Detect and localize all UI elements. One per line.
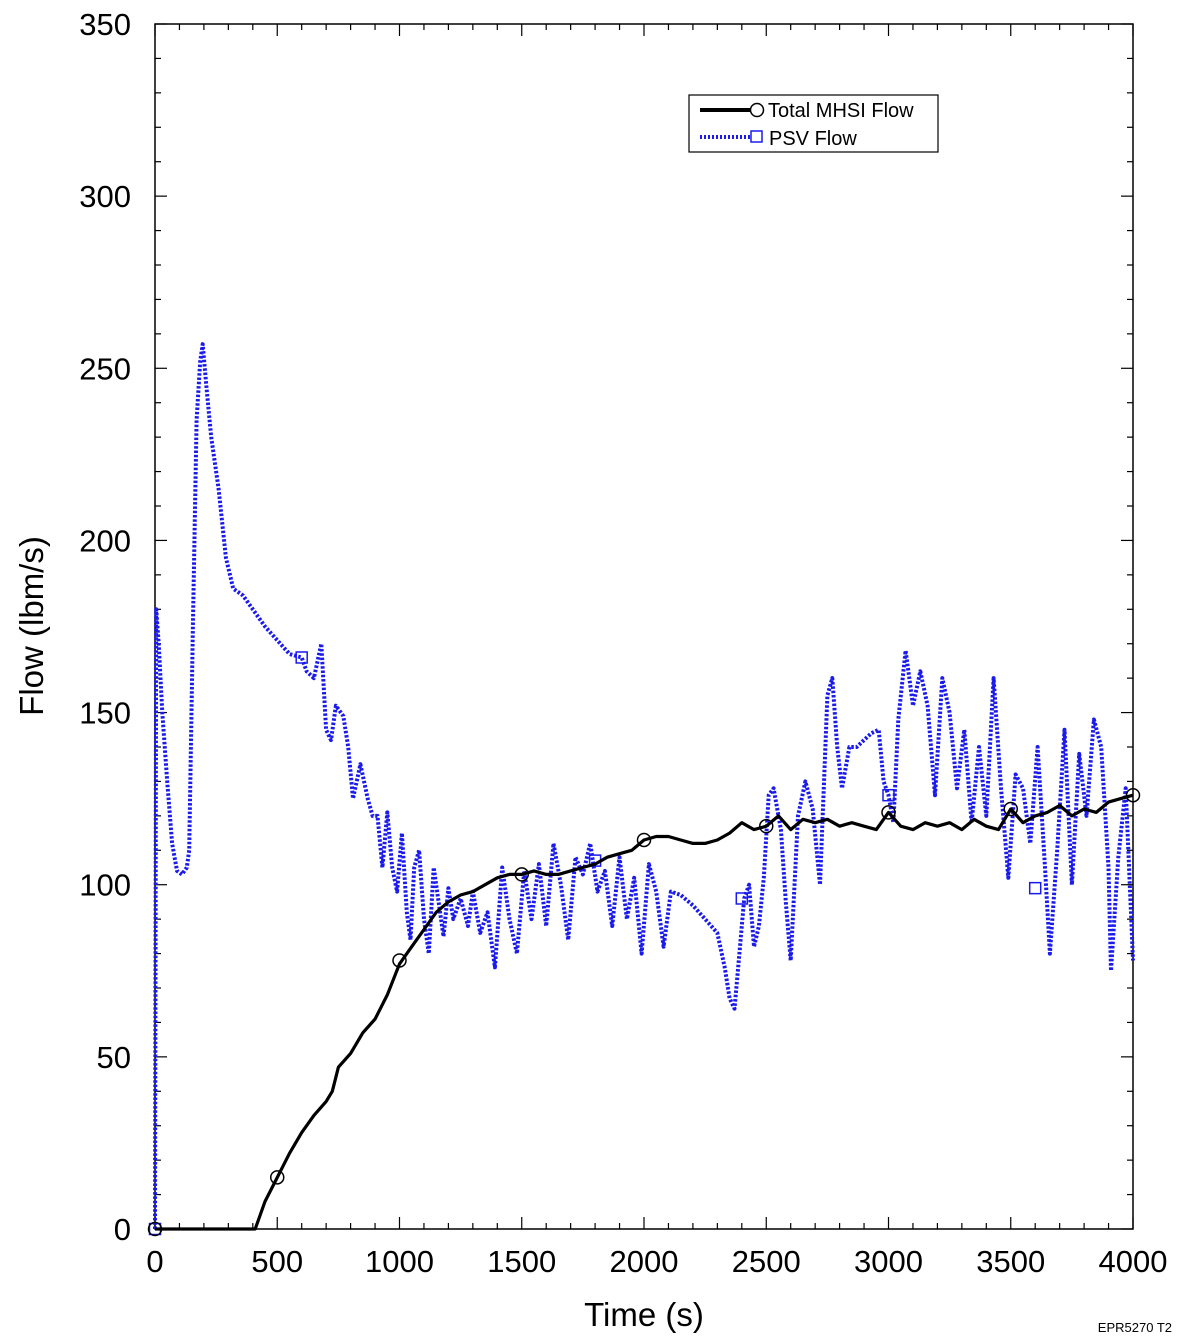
y-axis-title: Flow (lbm/s) [13, 536, 50, 716]
data-point-mhsi [270, 1170, 285, 1185]
figure-id-label: EPR5270 T2 [1098, 1320, 1172, 1335]
data-point-psv [1028, 881, 1042, 895]
legend: Total MHSI Flow PSV Flow [688, 94, 939, 153]
data-point-mhsi [514, 867, 529, 882]
tick-labels: 0 500 1000 1500 2000 2500 3000 3500 4000 0 50 100 15… [79, 7, 1167, 1279]
y-tick-label: 0 [114, 1212, 131, 1247]
data-point-psv [295, 651, 308, 664]
y-tick-label: 150 [79, 696, 131, 731]
x-axis-title: Time (s) [584, 1296, 704, 1333]
y-tick-label: 200 [79, 523, 131, 558]
x-tick-label: 3000 [854, 1244, 923, 1279]
x-tick-label: 1500 [487, 1244, 556, 1279]
x-tick-label: 2500 [732, 1244, 801, 1279]
y-tick-label: 50 [97, 1040, 131, 1075]
data-point-psv [882, 788, 895, 802]
series-line-total-mhsi-flow [155, 793, 1134, 1231]
legend-marker-mhsi [749, 102, 765, 118]
data-point-mhsi [1125, 787, 1141, 803]
x-tick-label: 3500 [976, 1244, 1045, 1279]
legend-box [688, 94, 939, 153]
data-point-mhsi [147, 1221, 163, 1237]
series-layer [147, 342, 1141, 1237]
x-tick-label: 2000 [610, 1244, 679, 1279]
axis-ticks [154, 23, 1134, 1230]
data-point-mhsi [759, 818, 774, 834]
y-tick-label: 300 [79, 179, 131, 214]
data-point-mhsi [881, 805, 896, 820]
x-tick-label: 500 [251, 1244, 303, 1279]
plot-frame [154, 23, 1134, 1230]
series-line-psv-flow [153, 342, 1135, 1230]
x-tick-label: 0 [146, 1244, 163, 1279]
y-tick-label: 350 [79, 7, 131, 42]
x-tick-label: 4000 [1099, 1244, 1168, 1279]
legend-marker-psv [750, 130, 763, 143]
legend-label-mhsi: Total MHSI Flow [768, 100, 914, 122]
data-point-mhsi [392, 953, 407, 968]
data-point-mhsi [636, 832, 652, 848]
legend-label-psv: PSV Flow [769, 128, 857, 150]
x-tick-label: 1000 [365, 1244, 434, 1279]
data-point-psv [735, 892, 749, 905]
data-point-mhsi [1003, 801, 1018, 817]
y-tick-label: 250 [79, 351, 131, 386]
y-tick-label: 100 [79, 868, 131, 903]
